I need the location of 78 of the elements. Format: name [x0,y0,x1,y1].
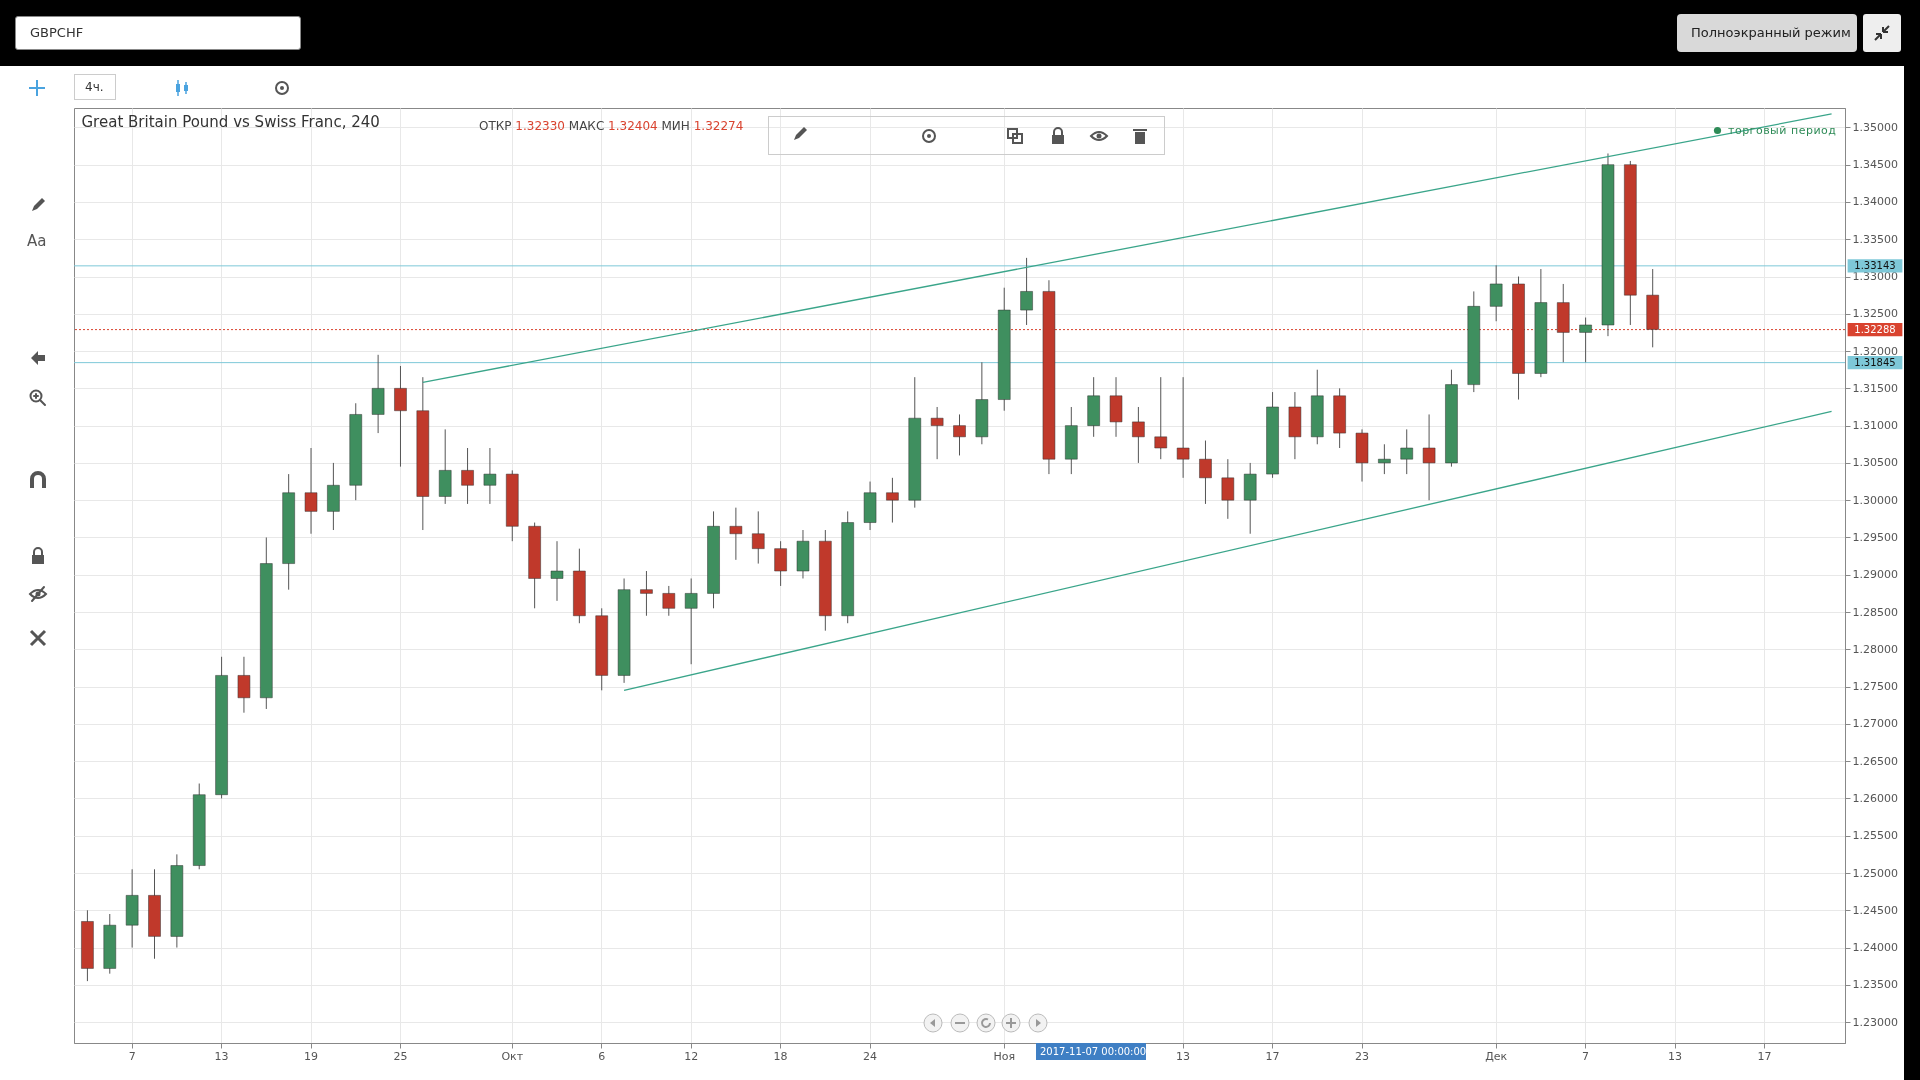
candlestick [461,447,474,505]
y-tick-label: 1.26500 [1852,754,1898,768]
ref-line-label: 1.33143 [1854,259,1896,271]
y-tick-label: 1.28000 [1852,642,1898,656]
x-tick-label: Дек [1485,1049,1508,1063]
candlestick [1400,428,1413,475]
text: Полноэкранный режим [1677,14,1857,52]
x-tick-label: 17 [1757,1049,1772,1063]
candlestick [640,570,653,617]
y-tick-label: 1.34000 [1852,195,1898,209]
candlestick [1199,440,1212,505]
candlestick [1489,264,1503,322]
candlestick [1132,406,1145,464]
y-tick-label: 1.25000 [1852,866,1898,880]
y-tick-label: 1.35000 [1852,120,1898,134]
y-tick-label: 1.23000 [1852,1015,1898,1029]
x-tick-label: 12 [684,1049,699,1063]
y-tick-label: 1.33000 [1852,270,1898,284]
candlestick [662,585,676,617]
candlestick [1154,376,1167,460]
candlestick [930,406,944,460]
candlestick [483,447,497,505]
y-tick-label: 1.24500 [1852,903,1898,917]
y-tick-label: 1.30000 [1852,493,1898,507]
x-tick-label: 7 [1582,1049,1590,1063]
text: Aa [27,232,47,250]
candlestick [550,540,564,602]
candlestick [1422,413,1436,501]
candlestick [1176,376,1190,479]
x-tick-label: 13 [1176,1049,1191,1063]
x-tick-label: Окт [501,1049,524,1063]
y-tick-label: 1.32000 [1852,344,1898,358]
candlestick [1221,458,1235,520]
candlestick [394,365,407,468]
candlestick [237,656,251,714]
x-tick-label: 18 [773,1049,788,1063]
candlestick [953,413,966,456]
candlestick [304,447,318,535]
candlestick [1020,257,1033,326]
text: 2017-11-07 00:00:00 [1036,1043,1147,1060]
x-tick-label: 13 [214,1049,229,1063]
y-tick-label: 1.30500 [1852,456,1898,470]
candlestick [1579,317,1592,363]
x-tick-label: 24 [863,1049,878,1063]
x-tick-label: 25 [393,1049,408,1063]
text: 4ч. [74,74,116,100]
annotation: ОТКР 1.32330 МАКС 1.32404 МИН 1.32274 [479,119,744,133]
x-tick-label: 23 [1355,1049,1369,1063]
text: GBPCHF [15,16,301,50]
y-tick-label: 1.25500 [1852,829,1898,843]
y-tick-label: 1.24000 [1852,941,1898,955]
y-tick-label: 1.34500 [1852,158,1898,172]
y-tick-label: 1.26000 [1852,791,1898,805]
candlestick [684,577,698,665]
x-tick-label: 19 [304,1049,319,1063]
y-tick-label: 1.32500 [1852,307,1898,321]
y-tick-label: 1.31000 [1852,419,1898,433]
candlestick [774,540,787,587]
candlestick [1378,443,1391,475]
y-tick-label: 1.33500 [1852,232,1898,246]
x-tick-label: 6 [598,1049,606,1063]
x-tick-label: 17 [1265,1049,1280,1063]
candlestick [752,510,765,565]
y-tick-label: 1.23500 [1852,978,1898,992]
y-tick-label: 1.27000 [1852,717,1898,731]
x-tick-label: Ноя [993,1049,1016,1063]
chart-title: Great Britain Pound vs Swiss Franc, 240 [81,113,380,131]
y-tick-label: 1.28500 [1852,605,1898,619]
candlestick [729,507,743,561]
ref-line-label: 1.31845 [1854,356,1896,368]
x-tick-label: 13 [1668,1049,1683,1063]
candlestick [886,477,899,524]
x-tick-label: 7 [128,1049,136,1063]
y-tick-label: 1.27500 [1852,680,1898,694]
y-tick-label: 1.31500 [1852,381,1898,395]
ref-line-label: 1.32288 [1854,323,1896,335]
y-tick-label: 1.29500 [1852,530,1898,544]
y-tick-label: 1.29000 [1852,568,1898,582]
